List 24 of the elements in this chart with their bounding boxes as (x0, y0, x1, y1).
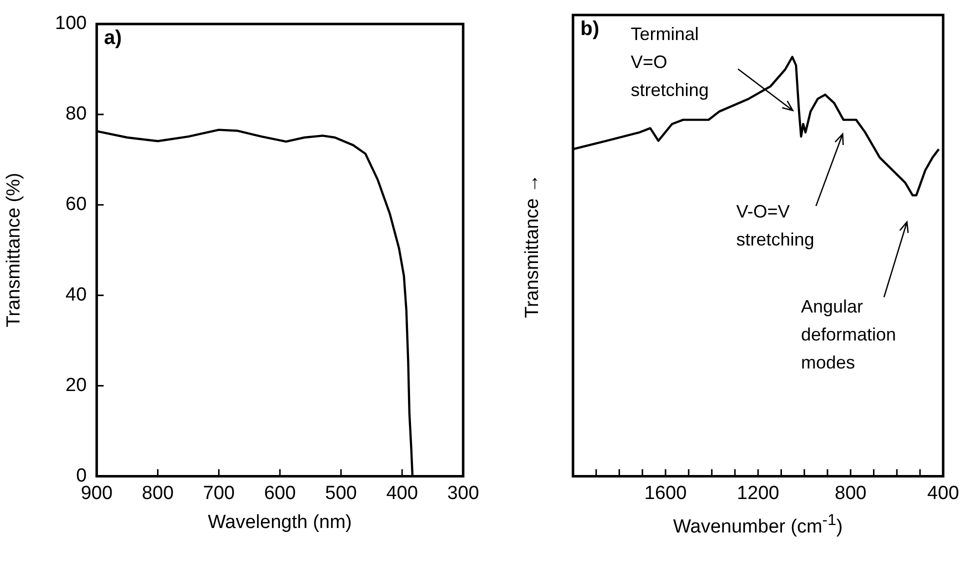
y-tick-label: 100 (55, 13, 87, 34)
x-tick-label: 300 (447, 482, 479, 504)
y-axis-title: Transmittance → (522, 174, 544, 318)
x-tick-label: 400 (927, 482, 959, 504)
x-tick-label: 1200 (736, 482, 780, 504)
x-tick-label: 600 (264, 482, 296, 504)
y-axis-title: Transmittance (%) (2, 172, 25, 328)
x-tick-label: 1600 (644, 482, 687, 504)
annotation: Terminal V=O stretching (630, 24, 709, 100)
x-tick-label: 800 (142, 482, 174, 504)
y-tick-label: 60 (66, 194, 87, 216)
y-tick-label: 20 (66, 374, 87, 396)
annotation: V-O=V stretching (736, 202, 814, 250)
x-tick-label: 500 (325, 482, 357, 504)
y-tick-label: 40 (66, 284, 87, 306)
annotation: Angular deformation modes (801, 296, 896, 373)
x-axis-title: Wavenumber (cm$^{-1}$) (673, 512, 843, 539)
y-tick-label: 80 (66, 104, 87, 125)
x-tick-label: 800 (834, 482, 866, 504)
x-tick-label: 400 (386, 482, 418, 504)
x-tick-label: 700 (203, 482, 235, 504)
x-axis-title: Wavelength (nm) (208, 512, 352, 534)
annotation: a) (104, 27, 122, 50)
text: b) (580, 18, 600, 40)
